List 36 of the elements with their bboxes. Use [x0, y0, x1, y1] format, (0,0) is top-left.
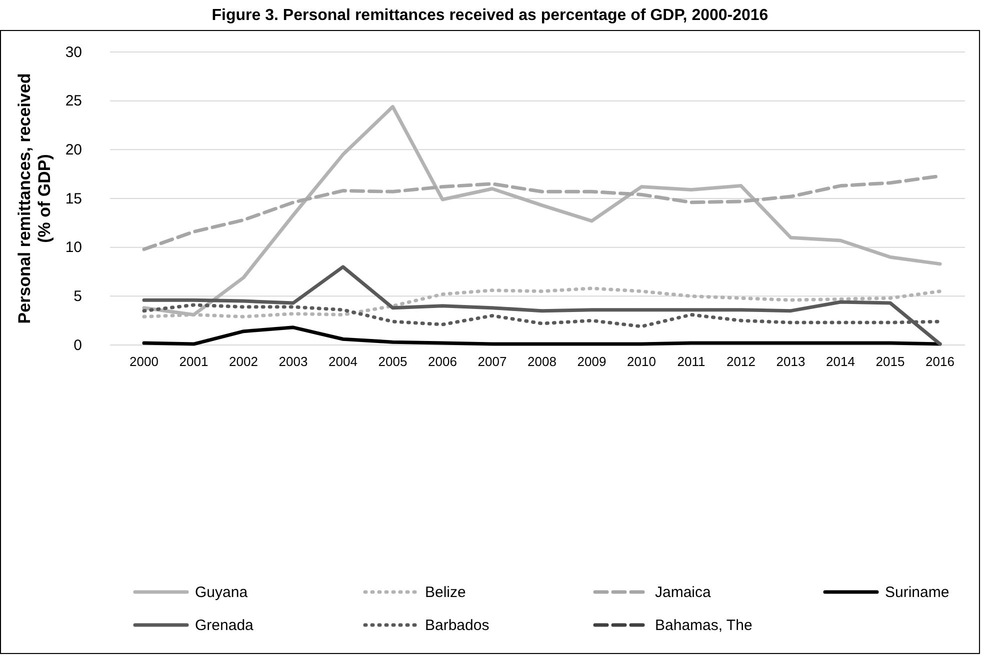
x-tick-label: 2004: [328, 354, 358, 370]
y-tick-label: 0: [74, 336, 82, 354]
y-tick-label: 25: [65, 92, 82, 110]
legend-label: Belize: [425, 584, 466, 601]
legend-label: Suriname: [885, 584, 950, 601]
x-tick-label: 2016: [926, 354, 954, 370]
x-tick-label: 2005: [378, 354, 408, 370]
x-tick-label: 2013: [776, 354, 806, 370]
y-tick-label: 5: [74, 288, 82, 305]
x-tick-label: 2000: [130, 354, 158, 370]
y-tick-label: 20: [65, 141, 82, 158]
chart-title: Figure 3. Personal remittances received as percentage of GDP, 2000-2016: [212, 7, 768, 24]
x-tick-label: 2010: [627, 354, 656, 370]
line-series: [142, 326, 942, 346]
legend-label: Barbados: [425, 617, 490, 634]
x-tick-label: 2015: [876, 354, 905, 370]
y-tick-label: 30: [65, 44, 82, 61]
y-tick-label: 15: [65, 190, 82, 208]
x-tick-label: 2006: [428, 354, 457, 370]
x-tick-label: 2007: [478, 354, 507, 370]
line-series: [142, 104, 942, 316]
line-series: [142, 265, 942, 346]
x-tick-label: 2011: [677, 354, 706, 370]
x-tick-label: 2003: [278, 354, 308, 370]
y-axis-title: Personal remittances, received (% of GDP): [15, 73, 54, 324]
x-tick-label: 2008: [528, 354, 556, 370]
legend-label: Jamaica: [655, 584, 712, 601]
x-tick-label: 2014: [826, 354, 855, 370]
legend-label: Bahamas, The: [655, 617, 752, 634]
x-tick-label: 2002: [229, 354, 258, 370]
legend-label: Guyana: [195, 584, 248, 601]
x-tick-label: 2001: [179, 354, 208, 370]
x-tick-label: 2012: [726, 354, 756, 370]
x-tick-label: 2009: [577, 354, 606, 370]
y-tick-label: 10: [65, 239, 82, 256]
legend-label: Grenada: [195, 617, 254, 634]
